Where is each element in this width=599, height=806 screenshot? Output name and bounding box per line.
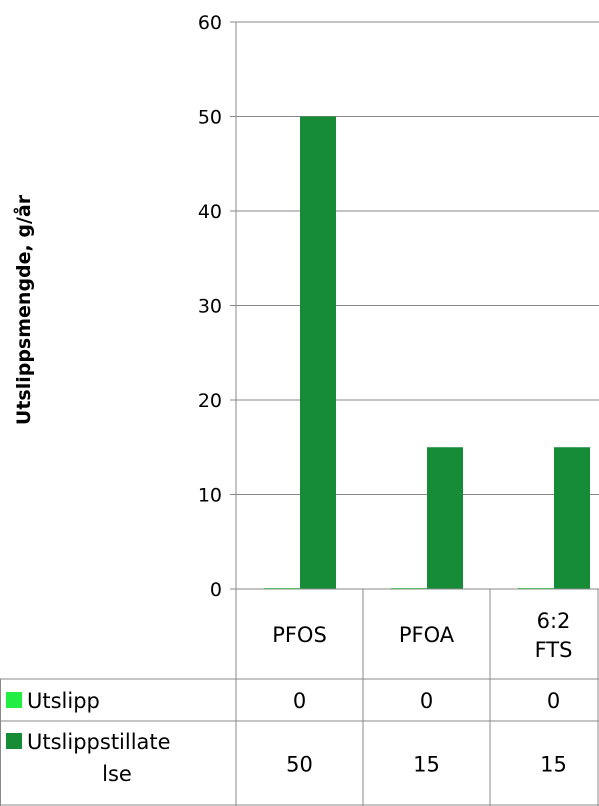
legend-label: Utslippstillate lse <box>27 730 171 786</box>
table-cell: 15 <box>540 753 567 777</box>
y-tick-label: 40 <box>198 201 222 223</box>
bar <box>300 116 336 589</box>
y-axis-ticks: 0 10 20 30 40 50 60 <box>198 12 236 601</box>
bar <box>427 447 463 589</box>
y-tick-label: 50 <box>198 107 222 129</box>
gridlines <box>235 21 599 589</box>
legend-label: Utslipp <box>27 689 100 713</box>
y-axis-label: Utslippsmengde, g/år <box>11 194 35 425</box>
bar <box>554 447 590 589</box>
bars <box>264 116 590 589</box>
category-label: 6:2 FTS <box>535 609 573 662</box>
table-cell: 0 <box>293 689 306 713</box>
category-label: PFOA <box>399 623 455 647</box>
table-cell: 0 <box>420 689 433 713</box>
legend-swatch <box>6 733 22 749</box>
category-label: PFOS <box>272 623 327 647</box>
legend-swatch <box>6 692 22 708</box>
table-cell: 50 <box>286 753 313 777</box>
y-tick-label: 30 <box>198 296 222 318</box>
y-tick-label: 20 <box>198 390 222 412</box>
table-cell: 0 <box>547 689 560 713</box>
data-table: PFOS PFOA 6:2 FTS Utslipp 0 0 0 Utslippstillate l… <box>0 588 599 806</box>
table-cell: 15 <box>413 753 440 777</box>
y-tick-label: 10 <box>198 485 222 507</box>
y-tick-label: 0 <box>210 579 222 601</box>
y-tick-label: 60 <box>198 12 222 34</box>
